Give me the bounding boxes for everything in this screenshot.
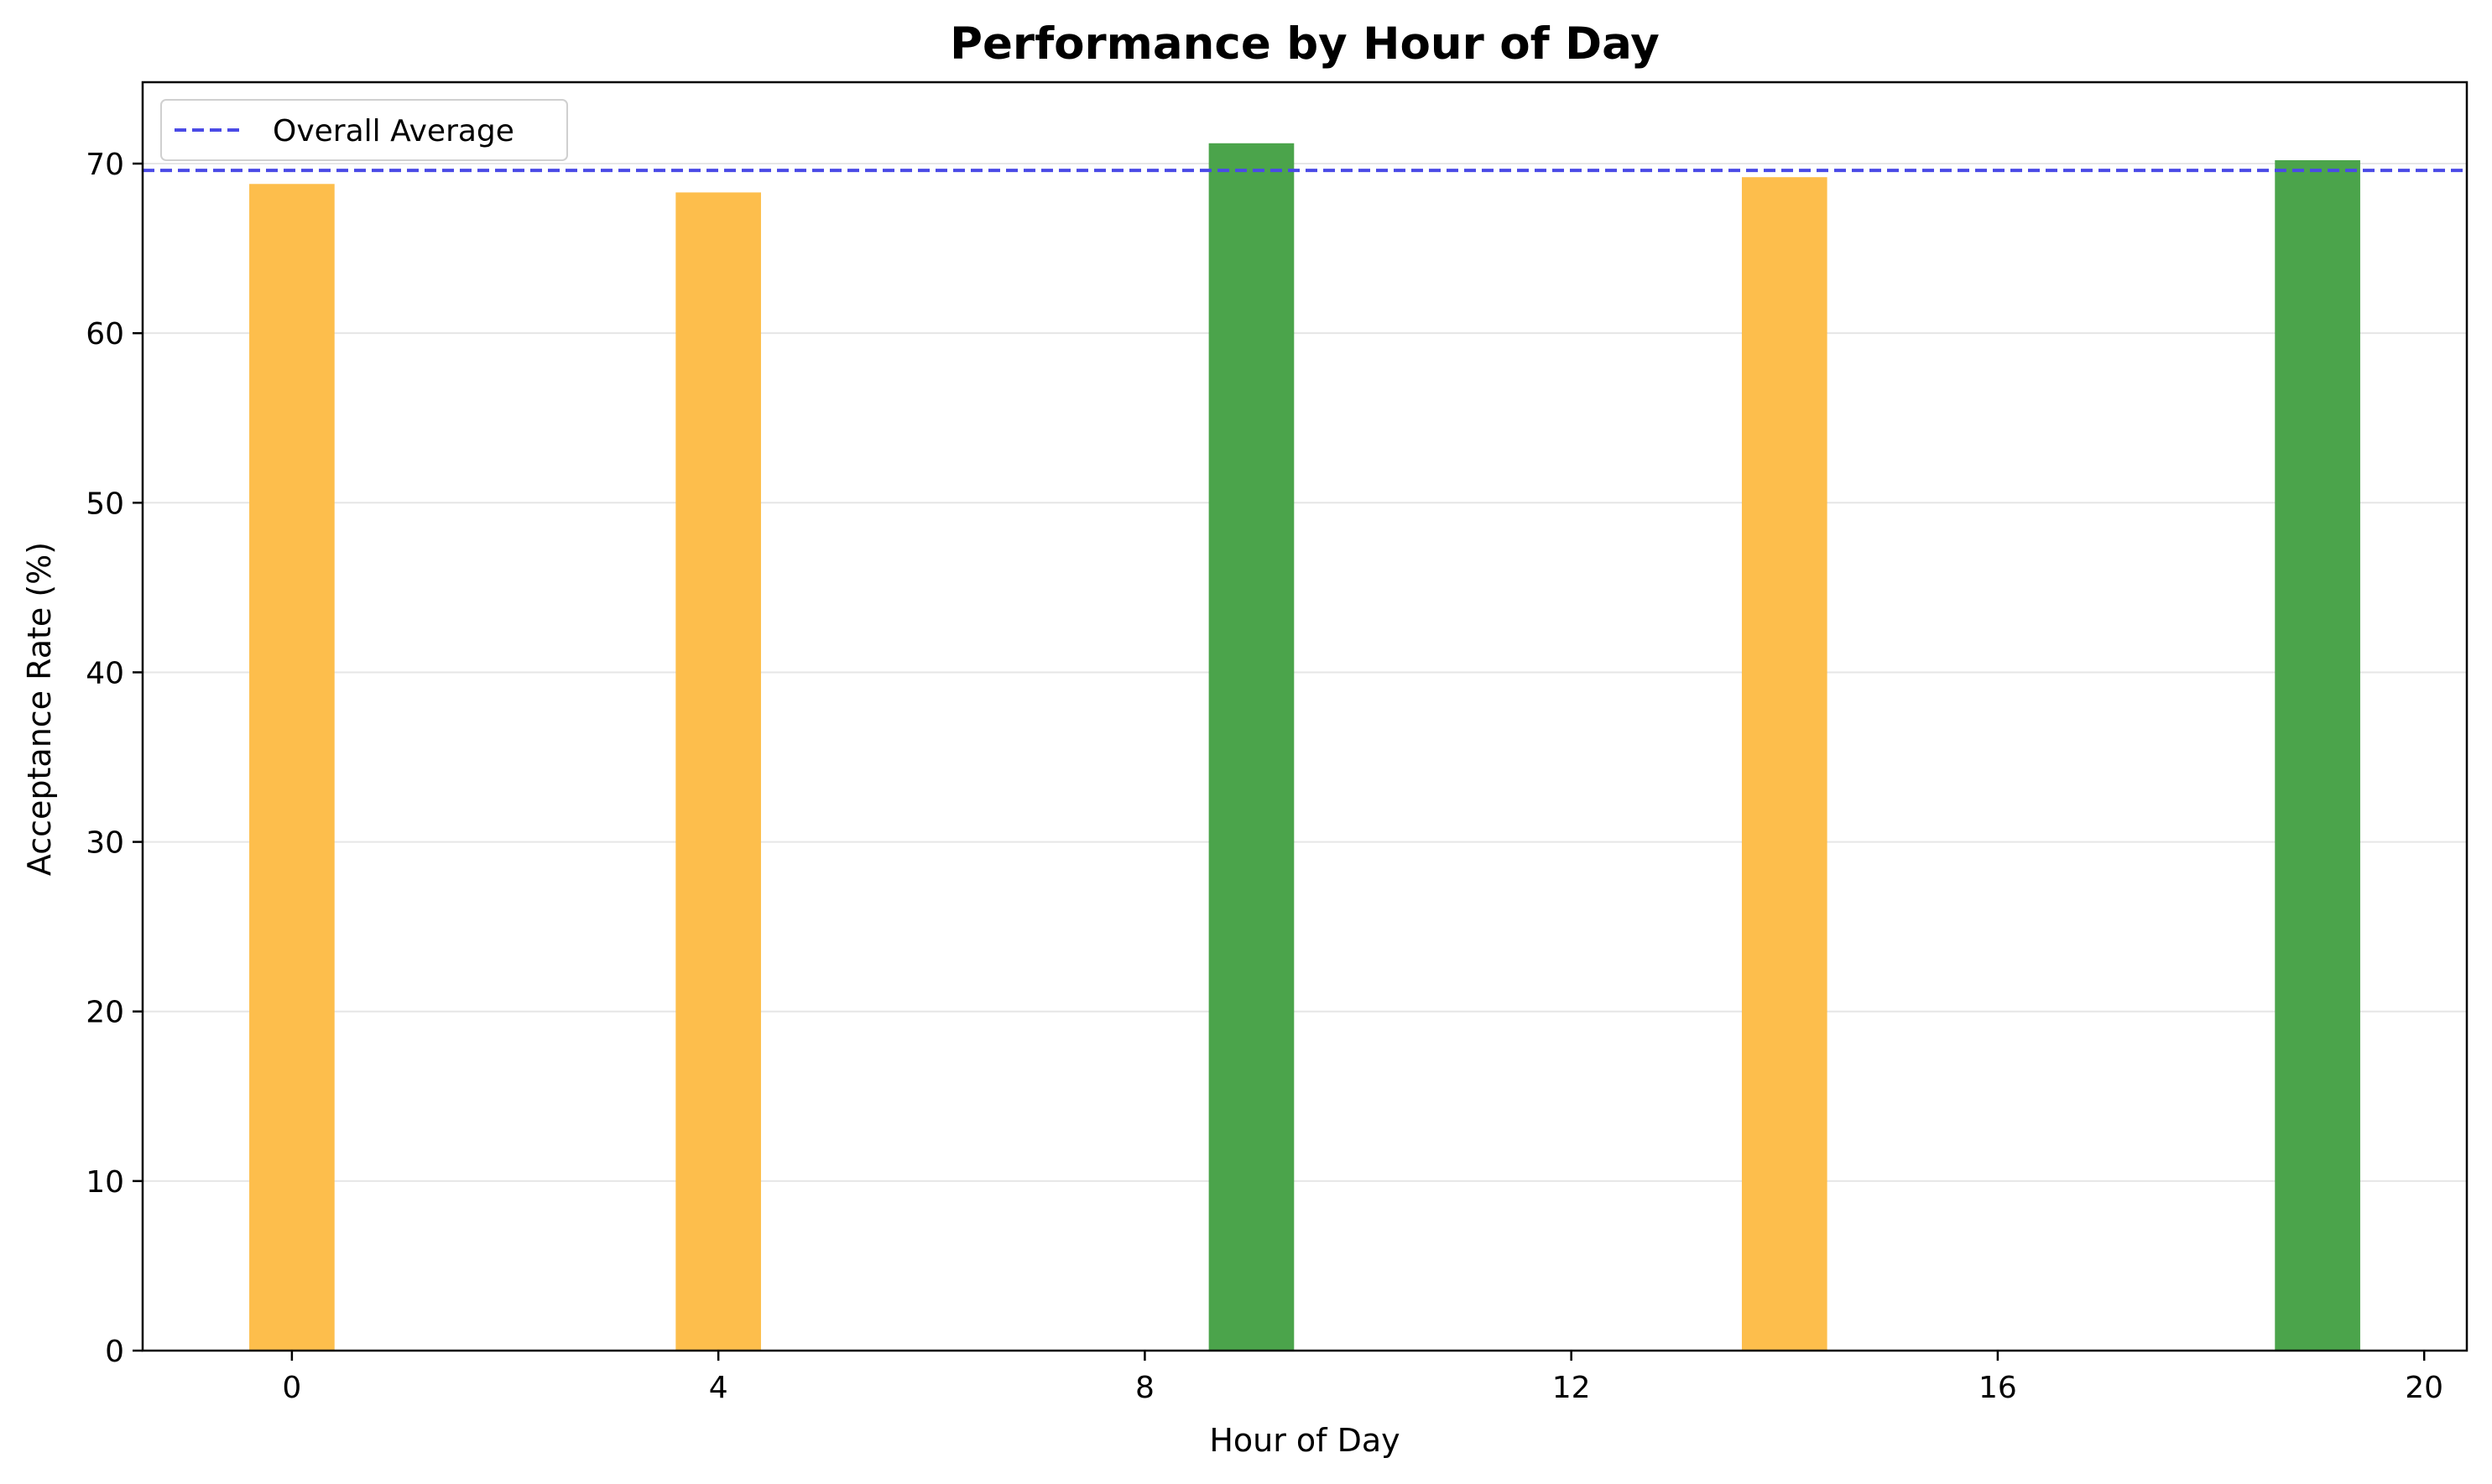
x-tick-label-20: 20 [2405,1371,2443,1405]
bar-hour-0 [249,184,335,1351]
x-tick-label-12: 12 [1552,1371,1591,1405]
legend: Overall Average [160,99,568,161]
y-tick-label-60: 60 [86,317,124,351]
bars [249,143,2360,1351]
x-tick-label-4: 4 [709,1371,728,1405]
legend-label-overall-average: Overall Average [273,114,514,148]
x-axis-ticks: 0 4 8 12 16 20 [282,1351,2443,1405]
y-tick-label-50: 50 [86,487,124,521]
bar-hour-19 [2275,159,2360,1351]
y-tick-label-20: 20 [86,996,124,1030]
x-tick-label-0: 0 [282,1371,301,1405]
x-axis-label: Hour of Day [1209,1422,1400,1459]
y-tick-label-0: 0 [105,1335,124,1369]
plot-frame [141,81,2469,1352]
x-tick-label-8: 8 [1135,1371,1155,1405]
bar-hour-14 [1741,177,1827,1351]
bar-hour-9 [1208,143,1295,1351]
y-axis-ticks: 0 10 20 30 40 50 60 70 [86,148,143,1369]
x-tick-label-16: 16 [1978,1371,2017,1405]
y-tick-label-70: 70 [86,148,124,182]
chart-title: Performance by Hour of Day [950,18,1660,70]
gridlines [143,163,2467,1182]
y-tick-label-40: 40 [86,656,124,690]
y-tick-label-10: 10 [86,1165,124,1200]
bar-hour-4 [675,192,761,1351]
y-axis-label: Acceptance Rate (%) [21,542,58,876]
legend-box [160,99,568,161]
y-tick-label-30: 30 [86,826,124,861]
